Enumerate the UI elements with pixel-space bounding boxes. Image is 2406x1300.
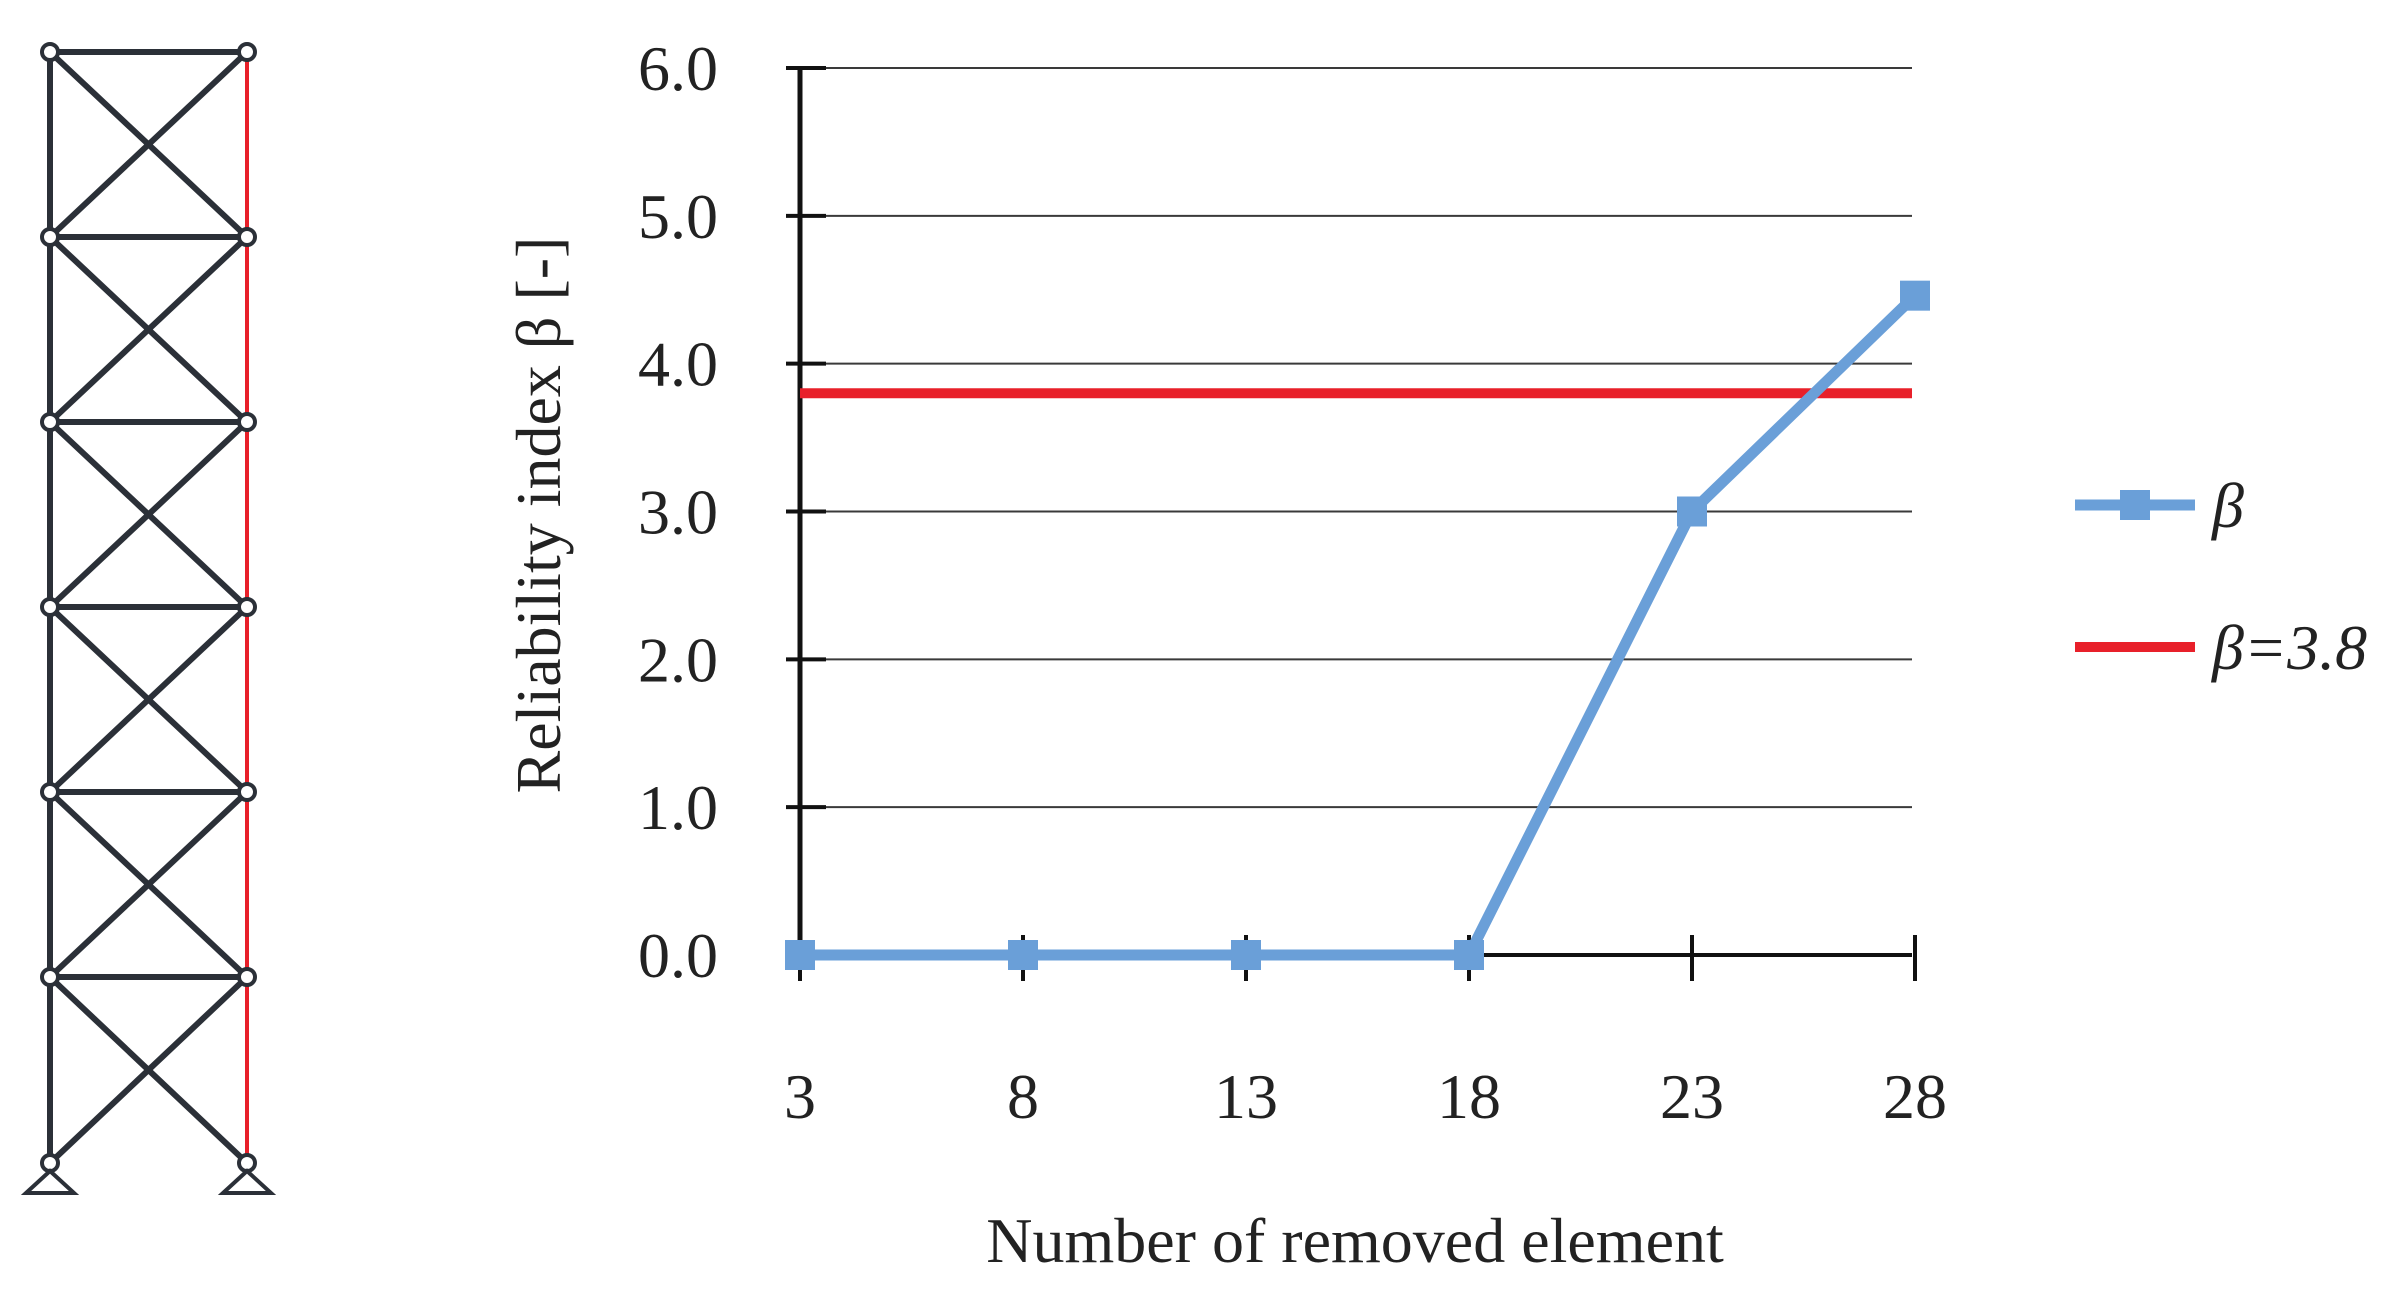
series-layer bbox=[785, 280, 1930, 970]
frame-node bbox=[40, 42, 60, 62]
y-tick-label: 0.0 bbox=[638, 920, 718, 991]
y-axis-title: Reliability index β [-] bbox=[503, 237, 574, 794]
frame-node bbox=[40, 412, 60, 432]
frame-diagonal-member bbox=[47, 789, 250, 980]
y-tick-label: 1.0 bbox=[638, 772, 718, 843]
x-tick-label: 3 bbox=[784, 1061, 816, 1132]
y-axis-ticks: 0.0 1.0 2.0 3.0 4.0 5.0 6.0 bbox=[638, 33, 826, 991]
series-beta-point bbox=[1900, 280, 1930, 311]
x-tick-label: 13 bbox=[1214, 1061, 1278, 1132]
frame-pin-support bbox=[217, 1168, 277, 1195]
frame-node bbox=[237, 597, 257, 617]
x-tick-label: 23 bbox=[1660, 1061, 1724, 1132]
x-axis-title: Number of removed element bbox=[986, 1205, 1724, 1276]
frame-diagonal-member bbox=[47, 419, 250, 610]
y-tick-label: 2.0 bbox=[638, 624, 718, 695]
gridlines bbox=[800, 67, 1912, 809]
series-beta-point bbox=[785, 940, 815, 970]
series-beta-point bbox=[1231, 940, 1261, 970]
x-axis-ticks: 3 8 13 18 23 28 bbox=[784, 935, 1947, 1132]
frame-node bbox=[40, 782, 60, 802]
y-tick-label: 5.0 bbox=[638, 181, 718, 252]
frame-node bbox=[237, 782, 257, 802]
frame-node bbox=[237, 42, 257, 62]
series-beta-point bbox=[1454, 940, 1484, 970]
series-beta-point bbox=[1677, 496, 1707, 527]
series-beta-line bbox=[800, 291, 1919, 961]
frame-node bbox=[237, 412, 257, 432]
frame-diagonal-member bbox=[47, 49, 250, 240]
y-tick-label: 3.0 bbox=[638, 477, 718, 548]
legend-beta-swatch-marker bbox=[2120, 490, 2150, 520]
frame-node bbox=[237, 967, 257, 987]
frame-node bbox=[40, 597, 60, 617]
frame-node bbox=[237, 227, 257, 247]
legend: β β=3.8 bbox=[2075, 470, 2367, 683]
frame-diagonal-member bbox=[47, 974, 250, 1166]
frame-node bbox=[40, 227, 60, 247]
chart: 0.0 1.0 2.0 3.0 4.0 5.0 6.0 3 8 13 18 23 28 Number … bbox=[503, 33, 1947, 1276]
truss-frame-diagram bbox=[20, 42, 277, 1195]
y-tick-label: 4.0 bbox=[638, 329, 718, 400]
frame-diagonal-member bbox=[47, 234, 250, 425]
frame-diagonal-member bbox=[47, 604, 250, 795]
y-tick-label: 6.0 bbox=[638, 33, 718, 104]
frame-node bbox=[40, 967, 60, 987]
x-tick-label: 18 bbox=[1437, 1061, 1501, 1132]
legend-beta-3-8-label: β=3.8 bbox=[2210, 612, 2367, 683]
x-tick-label: 8 bbox=[1007, 1061, 1039, 1132]
legend-beta-label: β bbox=[2210, 470, 2244, 541]
x-tick-label: 28 bbox=[1883, 1061, 1947, 1132]
series-beta-point bbox=[1008, 940, 1038, 970]
frame-pin-support bbox=[20, 1168, 80, 1195]
